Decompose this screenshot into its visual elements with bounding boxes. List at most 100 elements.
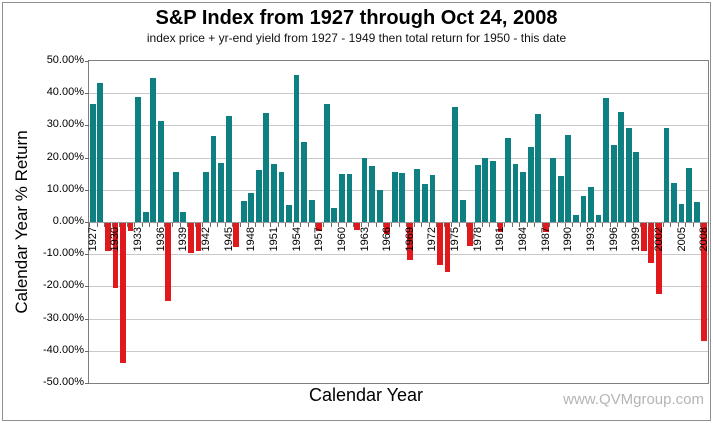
bar-1962 [354,223,360,230]
x-tick-mark [625,223,626,227]
x-tick-mark [602,223,603,227]
x-tick-mark [127,223,128,227]
x-tick-mark [670,223,671,227]
x-tick-label-1993: 1993 [584,227,597,252]
x-tick-mark [300,223,301,227]
x-tick-mark [323,223,324,227]
x-tick-mark [134,223,135,227]
bar-1968 [399,172,406,222]
bar-1998 [625,127,632,222]
y-tick-mark [85,158,89,159]
y-tick-label: 0.00% [52,215,84,227]
bar-1988 [550,158,557,222]
bar-1936 [157,120,164,222]
bar-1982 [505,137,511,222]
x-tick-label-1942: 1942 [200,227,212,252]
bar-1951 [271,164,277,222]
chart-subtitle: index price + yr-end yield from 1927 - 1… [146,31,567,45]
x-tick-mark [157,223,158,227]
x-tick-mark [248,223,249,227]
x-tick-mark [187,223,188,227]
bar-1949 [255,169,262,222]
x-tick-label-1927: 1927 [86,227,99,252]
gridline [89,319,708,320]
x-tick-mark [633,223,634,227]
x-tick-mark [270,223,271,227]
x-tick-mark [112,223,113,227]
bar-1995 [603,98,609,222]
x-tick-mark [180,223,181,227]
x-tick-mark [104,223,105,227]
x-tick-mark [172,223,173,227]
bar-1972 [429,174,436,222]
bar-2006 [686,168,693,222]
x-tick-mark [610,223,611,227]
x-tick-mark [255,223,256,227]
bar-1954 [293,75,300,222]
x-tick-mark [512,223,513,227]
bar-1947 [240,200,247,222]
bar-2007 [693,202,700,222]
bar-1937 [165,223,172,301]
bar-1985 [527,147,534,222]
x-tick-mark [383,223,384,227]
bar-1963 [361,158,368,222]
bar-1956 [308,200,315,222]
x-tick-label-1999: 1999 [630,227,643,252]
x-tick-mark [376,223,377,227]
bar-1939 [180,211,187,222]
zero-gridline [89,222,708,223]
y-tick-mark [85,254,89,255]
bar-1987 [542,223,549,233]
x-tick-mark [595,223,596,227]
bar-1932 [127,223,134,231]
x-tick-mark [293,223,294,227]
gridline [89,190,708,191]
x-tick-mark [210,223,211,227]
y-tick-label: -20.00% [43,279,84,291]
x-tick-mark [474,223,475,227]
chart-title: S&P Index from 1927 through Oct 24, 2008 [155,7,558,29]
x-tick-mark [580,223,581,227]
x-tick-mark [519,223,520,227]
x-tick-mark [587,223,588,227]
bar-1967 [391,172,398,222]
x-tick-mark [225,223,226,227]
x-tick-label-1939: 1939 [177,227,190,252]
x-tick-mark [436,223,437,227]
x-tick-mark [617,223,618,227]
bar-1928 [97,82,104,222]
x-tick-mark [693,223,694,227]
x-tick-mark [285,223,286,227]
x-tick-mark [232,223,233,227]
x-tick-mark [195,223,196,227]
x-tick-mark [648,223,649,227]
x-tick-label-1951: 1951 [267,227,280,252]
x-tick-mark [353,223,354,227]
x-tick-label-1969: 1969 [403,227,416,252]
gridline [89,351,708,352]
x-tick-label-1972: 1972 [426,227,439,252]
y-tick-mark [85,319,89,320]
bar-1961 [346,174,353,222]
x-tick-mark [308,223,309,227]
bar-1942 [203,171,209,222]
x-tick-label-1945: 1945 [222,227,235,252]
watermark-text: www.QVMgroup.com [563,391,704,408]
x-tick-mark [572,223,573,227]
x-tick-mark [565,223,566,227]
bar-1994 [595,214,602,222]
gridline [89,286,708,287]
x-tick-mark [557,223,558,227]
bar-1979 [482,157,489,222]
x-tick-label-1975: 1975 [449,227,462,252]
bar-1966 [384,223,391,235]
bar-1958 [323,103,330,222]
bar-1986 [535,114,542,222]
bar-2002 [656,223,662,295]
bar-1992 [580,195,587,222]
y-tick-label: 40.00% [46,86,84,98]
x-tick-mark [89,223,90,227]
x-tick-label-1948: 1948 [245,227,258,252]
x-tick-mark [406,223,407,227]
